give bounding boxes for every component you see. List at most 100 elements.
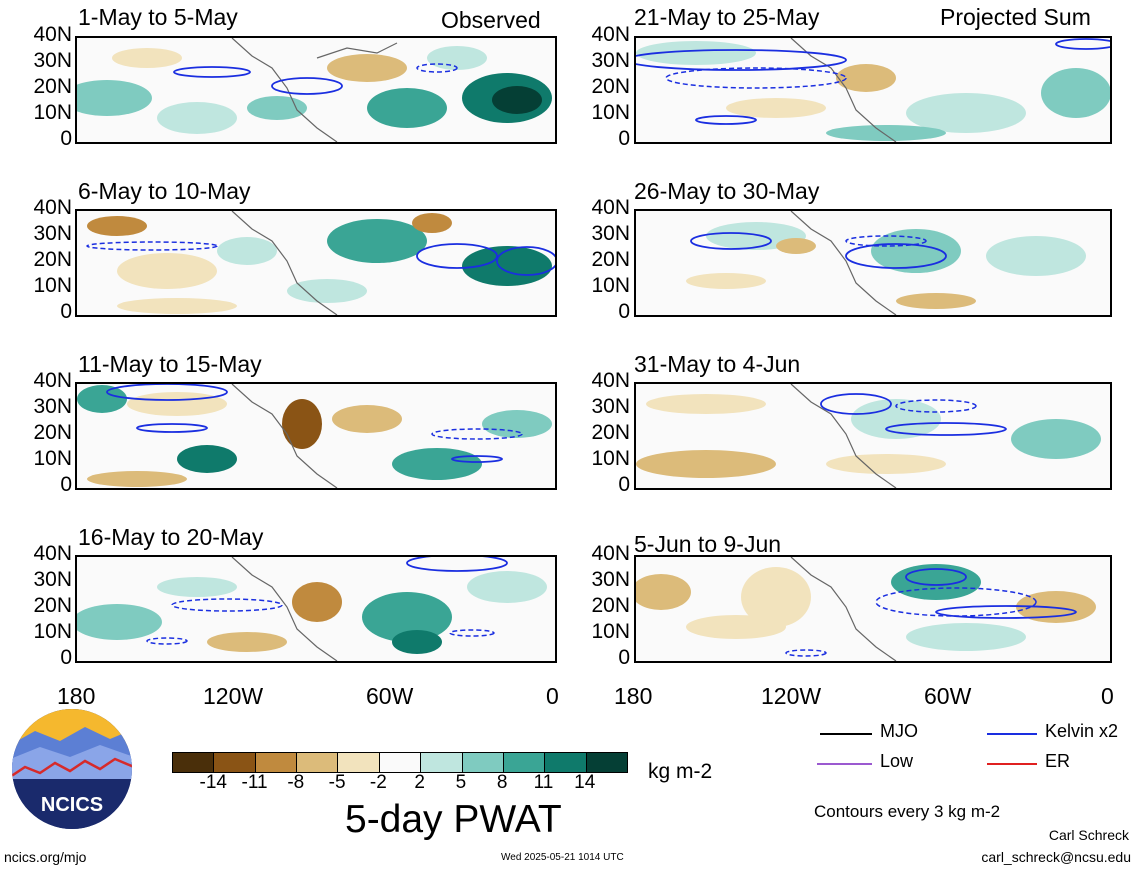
- lon-label-left-0: 0: [546, 683, 559, 709]
- colorbar-units: kg m-2: [648, 760, 713, 783]
- lat-label: 0: [618, 646, 630, 669]
- colorbar-swatch: [462, 753, 504, 772]
- kelvin-contour-dashed: [449, 629, 495, 637]
- footer-author: Carl Schreck: [1048, 827, 1129, 843]
- coastline: [790, 38, 897, 142]
- lat-label: 0: [60, 473, 72, 496]
- panel-title: 31-May to 4-Jun: [634, 351, 801, 377]
- kelvin-contour-dashed: [785, 649, 827, 657]
- lat-label: 0: [60, 300, 72, 323]
- product-title: 5-day PWAT: [345, 798, 562, 841]
- lat-label: 30N: [591, 568, 630, 591]
- coastline: [231, 211, 338, 315]
- kelvin-contour-dashed: [845, 235, 927, 247]
- colorbar: [172, 752, 628, 773]
- pwat-anomaly-blob: [117, 298, 237, 314]
- lon-label-left-120w: 120W: [203, 683, 264, 709]
- pwat-anomaly-blob: [157, 102, 237, 134]
- svg-text:NCICS: NCICS: [41, 794, 103, 816]
- pwat-anomaly-blob: [686, 273, 766, 289]
- pwat-anomaly-blob: [891, 564, 981, 600]
- lat-label: 40N: [33, 23, 72, 46]
- lat-label: 20N: [33, 421, 72, 444]
- pwat-anomaly-blob: [77, 80, 152, 116]
- legend-label-kelvin: Kelvin x2: [1045, 721, 1119, 741]
- pwat-anomaly-blob: [726, 98, 826, 118]
- lon-label-left-60w: 60W: [366, 683, 414, 709]
- pwat-anomaly-blob: [362, 592, 452, 642]
- pwat-anomaly-blob: [482, 410, 552, 438]
- lat-label: 30N: [33, 222, 72, 245]
- lat-label: 30N: [33, 568, 72, 591]
- pwat-anomaly-blob: [157, 577, 237, 597]
- pwat-anomaly-blob: [467, 571, 547, 603]
- pwat-anomaly-blob: [836, 64, 896, 92]
- colorbar-swatch: [586, 753, 627, 772]
- lat-label: 0: [618, 300, 630, 323]
- pwat-anomaly-blob: [327, 54, 407, 82]
- colorbar-tick-label: -11: [241, 772, 268, 793]
- pwat-anomaly-blob: [492, 86, 542, 114]
- lat-label: 40N: [33, 542, 72, 565]
- pwat-anomaly-blob: [392, 630, 442, 654]
- lat-label: 10N: [591, 101, 630, 124]
- kelvin-contour: [636, 49, 847, 71]
- legend-label-mjo: MJO: [880, 721, 918, 741]
- lat-label: 40N: [591, 23, 630, 46]
- lat-label: 0: [618, 127, 630, 150]
- lat-label: 20N: [33, 248, 72, 271]
- kelvin-contour: [1055, 38, 1110, 50]
- lon-label-right-0: 0: [1101, 683, 1114, 709]
- pwat-anomaly-blob: [462, 246, 552, 286]
- coastline: [231, 38, 338, 142]
- legend-line-er: [987, 763, 1037, 765]
- colorbar-tick-label: -8: [287, 772, 305, 793]
- panel-title: 21-May to 25-May: [634, 4, 820, 30]
- colorbar-swatch: [503, 753, 546, 772]
- pwat-anomaly-blob: [1011, 419, 1101, 459]
- footer-email[interactable]: carl_schreck@ncsu.edu: [981, 849, 1131, 865]
- colorbar-tick-label: -5: [328, 772, 346, 793]
- map-panel-4: [75, 555, 557, 663]
- legend-line-mjo: [820, 733, 872, 735]
- pwat-anomaly-blob: [287, 279, 367, 303]
- panel-tag-projected-sum: Projected Sum: [940, 4, 1091, 30]
- kelvin-contour: [820, 393, 892, 415]
- lon-label-right-120w: 120W: [761, 683, 822, 709]
- colorbar-swatch: [255, 753, 298, 772]
- panel-title: 16-May to 20-May: [78, 524, 264, 550]
- kelvin-contour-dashed: [665, 67, 847, 89]
- pwat-anomaly-blob: [292, 582, 342, 622]
- footer-url[interactable]: ncics.org/mjo: [4, 849, 87, 865]
- ncics-logo: NCICS: [10, 707, 134, 831]
- coastline: [790, 557, 897, 661]
- kelvin-contour: [690, 232, 772, 250]
- pwat-anomaly-blob: [282, 399, 322, 449]
- lat-label: 40N: [591, 369, 630, 392]
- colorbar-swatch: [421, 753, 463, 772]
- kelvin-contour-dashed: [416, 63, 458, 73]
- panel-tag-observed: Observed: [441, 7, 541, 33]
- pwat-anomaly-blob: [392, 448, 482, 480]
- kelvin-contour-dashed: [146, 637, 188, 645]
- coastline: [316, 42, 398, 59]
- lat-label: 40N: [33, 369, 72, 392]
- lat-label: 40N: [33, 196, 72, 219]
- lat-label: 10N: [591, 620, 630, 643]
- kelvin-contour: [416, 243, 498, 269]
- panel-title: 5-Jun to 9-Jun: [634, 531, 782, 557]
- kelvin-contour: [935, 605, 1077, 619]
- panel-title: 6-May to 10-May: [78, 178, 251, 204]
- pwat-anomaly-blob: [636, 574, 691, 610]
- pwat-anomaly-blob: [117, 253, 217, 289]
- legend-label-low: Low: [880, 751, 914, 771]
- legend-line-low: [817, 763, 872, 765]
- pwat-anomaly-blob: [332, 405, 402, 433]
- colorbar-tick-label: 8: [496, 772, 508, 793]
- pwat-anomaly-blob: [986, 236, 1086, 276]
- pwat-anomaly-blob: [87, 471, 187, 487]
- pwat-anomaly-blob: [851, 399, 941, 439]
- kelvin-contour: [451, 455, 503, 463]
- lat-label: 30N: [591, 222, 630, 245]
- pwat-anomaly-blob: [207, 632, 287, 652]
